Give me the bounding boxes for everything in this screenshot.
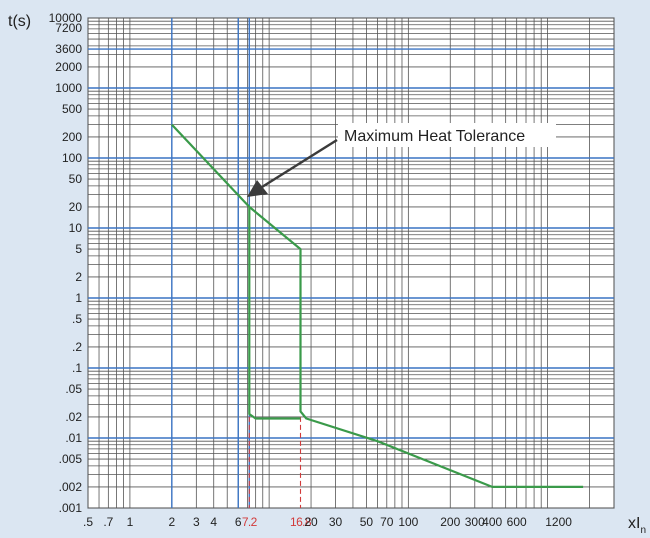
annotation-box	[338, 123, 556, 147]
y-tick-label: .001	[59, 501, 83, 515]
y-tick-label: 50	[69, 172, 83, 186]
annotation-arrow-line	[261, 138, 338, 189]
series-line	[170, 123, 301, 420]
series-line	[248, 206, 584, 488]
y-tick-label: 10000	[49, 11, 83, 25]
y-tick-label: 2	[75, 270, 82, 284]
x-tick-label: 2	[168, 515, 175, 529]
y-tick-labels: .001 .002 .005 .01 .02 .05 .1 .2 .5 1 2 5 10 20 50 100 2…	[49, 11, 83, 515]
y-tick-label: 7200	[55, 21, 82, 35]
x-tick-label: 16.8	[290, 515, 312, 529]
x-tick-label: 600	[507, 515, 527, 529]
y-tick-label: 1	[75, 291, 82, 305]
y-tick-label: .02	[65, 410, 82, 424]
y-tick-label: 1000	[55, 81, 82, 95]
x-tick-label: 20	[304, 515, 318, 529]
y-tick-label: .1	[72, 361, 82, 375]
y-tick-label: .005	[59, 452, 83, 466]
reference-lines	[88, 18, 614, 508]
x-tick-label: 7.2	[242, 515, 258, 529]
y-tick-label: .01	[65, 431, 82, 445]
x-tick-label: 300	[465, 515, 485, 529]
y-tick-label: 10	[69, 221, 83, 235]
x-axis-label: xIn	[628, 515, 646, 536]
x-tick-label: 1200	[545, 515, 572, 529]
y-tick-label: 500	[62, 102, 82, 116]
series-group	[170, 123, 584, 488]
dashed-reference-lines	[248, 416, 302, 508]
x-tick-label: 30	[329, 515, 343, 529]
y-tick-label: .2	[72, 340, 82, 354]
x-tick-label: .5	[83, 515, 93, 529]
annotation-group: Maximum Heat Tolerance	[247, 123, 556, 197]
y-tick-label: 200	[62, 130, 82, 144]
x-tick-label: 1	[127, 515, 134, 529]
y-tick-label: .002	[59, 480, 83, 494]
y-tick-label: .05	[65, 382, 82, 396]
y-tick-label: .5	[72, 312, 82, 326]
annotation-arrowhead	[247, 180, 268, 197]
x-tick-label: 70	[380, 515, 394, 529]
y-tick-label: 20	[69, 200, 83, 214]
y-tick-label: 5	[75, 242, 82, 256]
x-tick-label: 6	[235, 515, 242, 529]
x-tick-label: 400	[482, 515, 502, 529]
y-tick-label: 2000	[55, 60, 82, 74]
x-tick-label: 200	[440, 515, 460, 529]
x-tick-label: .7	[103, 515, 113, 529]
x-axis-label-main: xI	[628, 515, 640, 532]
y-axis-label: t(s)	[8, 13, 31, 30]
x-tick-label: 4	[210, 515, 217, 529]
x-axis-label-subscript: n	[640, 525, 646, 536]
x-tick-label: 50	[360, 515, 374, 529]
annotation-label: Maximum Heat Tolerance	[344, 128, 525, 145]
y-tick-label: 100	[62, 151, 82, 165]
x-tick-label: 3	[193, 515, 200, 529]
x-tick-label: 100	[398, 515, 418, 529]
y-tick-label: 3600	[55, 42, 82, 56]
